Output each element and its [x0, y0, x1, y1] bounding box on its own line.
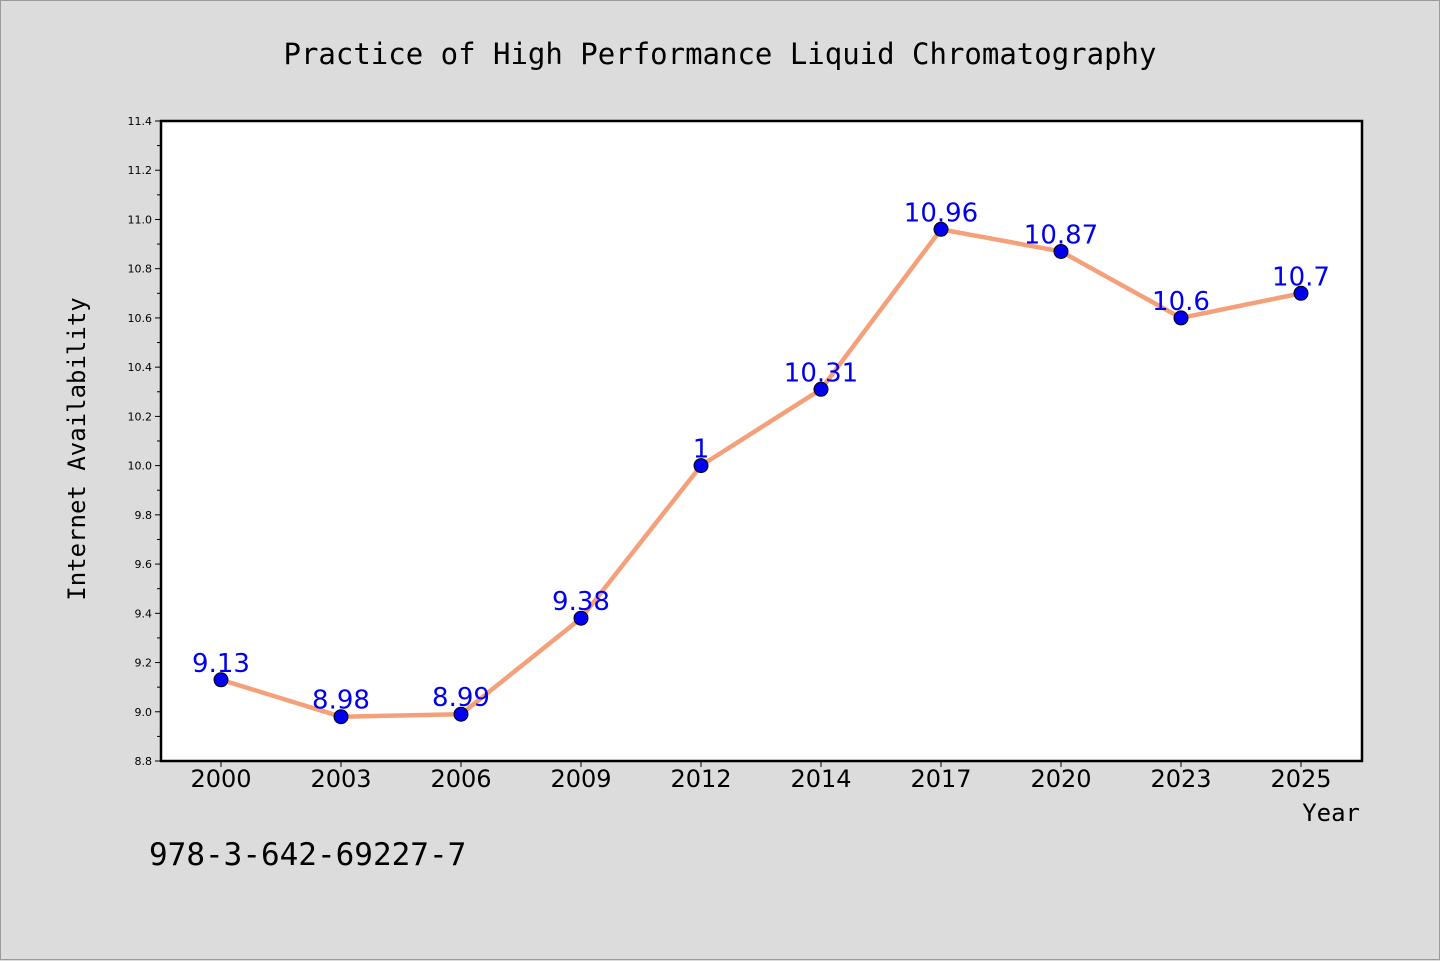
data-label: 1 — [693, 435, 710, 465]
data-label: 10.6 — [1152, 287, 1210, 317]
data-point — [333, 709, 349, 725]
data-point — [213, 672, 229, 688]
x-tick-label: 2014 — [790, 765, 851, 793]
data-label: 8.99 — [432, 683, 490, 713]
data-point — [693, 458, 709, 474]
x-tick-label: 2009 — [550, 765, 611, 793]
plot-area — [159, 119, 1364, 763]
data-label: 10.31 — [784, 358, 858, 388]
data-point — [933, 221, 949, 237]
data-label: 9.38 — [552, 587, 610, 617]
data-label: 10.96 — [904, 198, 978, 228]
marker-layer — [213, 221, 1309, 725]
y-tick-label: 10.0 — [128, 460, 153, 473]
y-tick-label: 9.4 — [135, 607, 153, 620]
y-tick-label: 10.4 — [128, 361, 153, 374]
x-axis: 2000 2003 2006 2009 2012 2014 2017 2020 2023 2025 — [190, 761, 1332, 793]
data-point — [1173, 310, 1189, 326]
data-label: 10.87 — [1024, 220, 1098, 250]
data-point — [573, 610, 589, 626]
x-tick-label: 2006 — [430, 765, 491, 793]
y-tick-label: 9.2 — [135, 657, 153, 670]
data-label-layer: 9.13 8.98 8.99 9.38 1 10.31 10.96 10.87 10.6 10.7 — [192, 198, 1330, 715]
x-axis-label: Year — [1302, 799, 1360, 827]
x-tick-label: 2012 — [670, 765, 731, 793]
x-tick-label: 2000 — [190, 765, 251, 793]
data-point — [453, 706, 469, 722]
y-tick-label: 11.0 — [128, 213, 153, 226]
x-tick-label: 2003 — [310, 765, 371, 793]
y-tick-label: 11.2 — [128, 164, 153, 177]
y-tick-label: 9.8 — [135, 509, 153, 522]
y-axis-label: Internet Availability — [63, 297, 91, 600]
x-tick-label: 2020 — [1030, 765, 1091, 793]
data-point — [1293, 285, 1309, 301]
y-axis: 8.8 9.0 9.2 9.4 9.6 9.8 10.0 10.2 10.4 10.6 10.8 11… — [128, 115, 161, 768]
series-line — [218, 227, 1304, 719]
data-point — [1053, 243, 1069, 259]
y-tick-label: 10.8 — [128, 263, 153, 276]
x-tick-label: 2017 — [910, 765, 971, 793]
y-tick-label: 9.0 — [135, 706, 153, 719]
y-tick-label: 11.4 — [128, 115, 153, 128]
x-tick-label: 2025 — [1270, 765, 1331, 793]
y-tick-label: 10.6 — [128, 312, 153, 325]
chart-title: Practice of High Performance Liquid Chro… — [284, 37, 1157, 71]
y-tick-label: 8.8 — [135, 755, 153, 768]
isbn-annotation: 978-3-642-69227-7 — [149, 837, 466, 873]
data-label: 8.98 — [312, 686, 370, 716]
data-point — [813, 381, 829, 397]
y-tick-label: 9.6 — [135, 558, 153, 571]
series-line-layer — [218, 227, 1304, 719]
x-tick-label: 2023 — [1150, 765, 1211, 793]
y-tick-label: 10.2 — [128, 410, 153, 423]
data-label: 9.13 — [192, 649, 250, 679]
data-label: 10.7 — [1272, 262, 1330, 292]
